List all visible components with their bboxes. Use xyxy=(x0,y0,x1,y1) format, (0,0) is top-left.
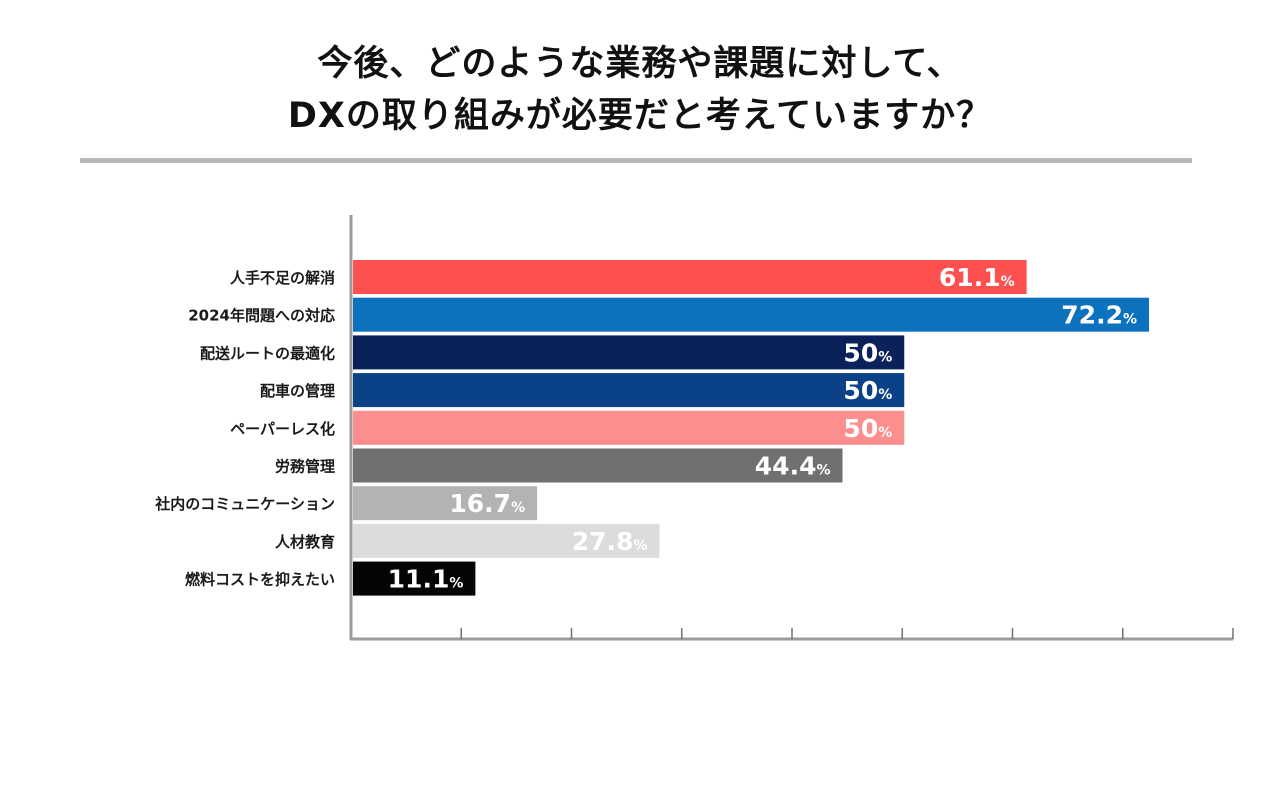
data-label-unit: % xyxy=(816,463,830,479)
data-label: 50% xyxy=(843,338,892,367)
category-label: 社内のコミュニケーション xyxy=(154,495,335,513)
bar xyxy=(353,297,1150,332)
category-label: 燃料コストを抑えたい xyxy=(185,571,335,589)
data-label: 44.4% xyxy=(755,452,831,481)
category-label: 人材教育 xyxy=(275,533,335,551)
category-label: 配車の管理 xyxy=(260,382,335,400)
bar xyxy=(353,335,905,370)
data-label-unit: % xyxy=(1001,274,1015,290)
data-label-value: 50 xyxy=(843,338,878,367)
data-label-unit: % xyxy=(878,425,892,441)
data-label-value: 16.7 xyxy=(449,489,511,518)
bar xyxy=(353,448,843,483)
chart-title: 今後、どのような業務や課題に対して、 DXの取り組みが必要だと考えていますか？ xyxy=(0,38,1280,142)
bar xyxy=(353,260,1027,294)
bar xyxy=(353,486,538,521)
category-label: 配送ルートの最適化 xyxy=(200,344,335,362)
data-label-value: 50 xyxy=(843,414,878,443)
chart-title-line-1: 今後、どのような業務や課題に対して、 xyxy=(317,44,963,84)
category-label: 2024年問題への対応 xyxy=(188,307,335,325)
data-label: 16.7% xyxy=(449,489,525,518)
category-label: ペーパーレス化 xyxy=(230,420,335,438)
data-label-value: 72.2 xyxy=(1061,301,1123,330)
data-label-value: 11.1 xyxy=(388,565,450,594)
data-label-unit: % xyxy=(878,349,892,365)
bars-layer: 人手不足の解消 61.1% 2024年問題への対応 72.2% 配送ルートの最適化 50%… xyxy=(154,260,1150,596)
data-label: 50% xyxy=(843,414,892,443)
data-label-unit: % xyxy=(633,538,647,554)
title-divider xyxy=(80,158,1192,163)
data-label-value: 50 xyxy=(843,376,878,405)
bar xyxy=(353,373,905,408)
data-label: 50% xyxy=(843,376,892,405)
data-label: 72.2% xyxy=(1061,301,1137,330)
bar xyxy=(353,561,476,596)
data-label-value: 61.1 xyxy=(939,263,1001,292)
data-label-unit: % xyxy=(449,576,463,592)
data-label-value: 27.8 xyxy=(572,527,634,556)
category-label: 労務管理 xyxy=(275,458,335,476)
category-label: 人手不足の解消 xyxy=(230,269,335,287)
data-label-value: 44.4 xyxy=(755,452,817,481)
data-label-unit: % xyxy=(878,387,892,403)
data-label-unit: % xyxy=(511,500,525,516)
chart-title-line-2: DXの取り組みが必要だと考えていますか？ xyxy=(287,96,993,136)
data-label-unit: % xyxy=(1123,312,1137,328)
data-label: 11.1% xyxy=(388,565,464,594)
bar xyxy=(353,523,660,558)
axis-layer xyxy=(349,215,1234,641)
data-label: 27.8% xyxy=(572,527,648,556)
bar xyxy=(353,410,905,445)
data-label: 61.1% xyxy=(939,263,1015,292)
